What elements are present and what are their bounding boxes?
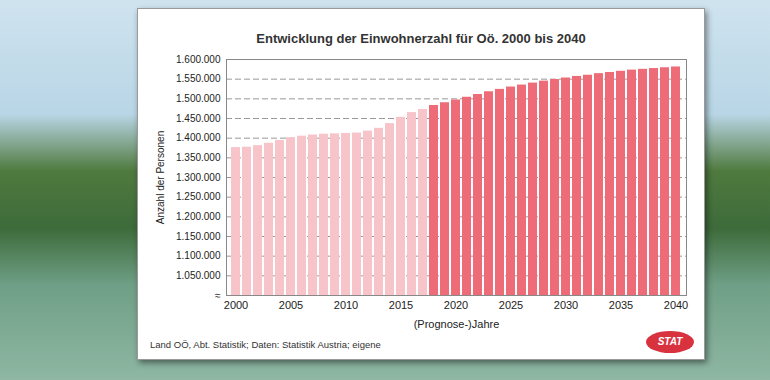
- svg-text:1.200.000: 1.200.000: [176, 211, 221, 222]
- svg-text:1.150.000: 1.150.000: [176, 231, 221, 242]
- svg-text:1.500.000: 1.500.000: [176, 93, 221, 104]
- svg-text:2020: 2020: [444, 299, 468, 311]
- svg-text:2010: 2010: [334, 299, 358, 311]
- svg-text:1.350.000: 1.350.000: [176, 152, 221, 163]
- svg-text:1.600.000: 1.600.000: [176, 54, 221, 65]
- svg-text:2040: 2040: [664, 299, 688, 311]
- svg-text:2025: 2025: [499, 299, 523, 311]
- svg-text:(Prognose-)Jahre: (Prognose-)Jahre: [414, 318, 500, 330]
- svg-text:1.550.000: 1.550.000: [176, 73, 221, 84]
- svg-text:2005: 2005: [279, 299, 303, 311]
- svg-text:Anzahl der Personen: Anzahl der Personen: [155, 131, 166, 224]
- svg-text:≈: ≈: [215, 290, 221, 301]
- svg-text:1.050.000: 1.050.000: [176, 270, 221, 281]
- svg-text:1.100.000: 1.100.000: [176, 250, 221, 261]
- svg-text:1.400.000: 1.400.000: [176, 132, 221, 143]
- html-text:Entwicklung der Einwohnerzahl: Entwicklung der Einwohnerzahl für Oö. 20…: [256, 31, 586, 46]
- svg-text:2000: 2000: [224, 299, 248, 311]
- svg-text:1.250.000: 1.250.000: [176, 191, 221, 202]
- svg-text:2030: 2030: [554, 299, 578, 311]
- svg-text:2015: 2015: [389, 299, 413, 311]
- html-text:Land OÖ, Abt. Statistik; Daten: Land OÖ, Abt. Statistik; Daten: Statisti…: [150, 339, 381, 350]
- svg-text:2035: 2035: [609, 299, 633, 311]
- svg-text:1.300.000: 1.300.000: [176, 172, 221, 183]
- svg-text:1.450.000: 1.450.000: [176, 113, 221, 124]
- html-text:STAT: STAT: [657, 336, 683, 347]
